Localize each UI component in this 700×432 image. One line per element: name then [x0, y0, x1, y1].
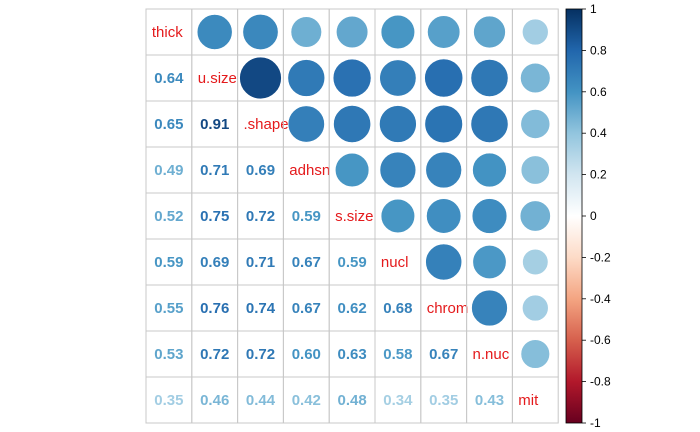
correlation-value: 0.67 — [292, 300, 321, 317]
correlation-circle — [424, 104, 463, 144]
correlation-circle — [425, 151, 462, 189]
correlation-value: 0.55 — [154, 300, 183, 317]
correlation-value: 0.58 — [383, 346, 412, 363]
correlation-value: 0.72 — [246, 208, 275, 225]
correlation-value: 0.34 — [383, 392, 413, 409]
colorbar-tick-label: 0 — [590, 209, 597, 223]
correlation-circle — [425, 243, 463, 281]
correlation-value: 0.63 — [337, 346, 366, 363]
correlation-circle — [522, 248, 549, 276]
variable-label: chrom — [427, 300, 469, 317]
colorbar-tick-label: -0.8 — [590, 375, 611, 389]
correlation-value: 0.35 — [154, 392, 183, 409]
correlation-value: 0.49 — [154, 162, 183, 179]
correlation-circle — [471, 198, 508, 234]
correlation-circle — [196, 14, 233, 50]
correlation-circle — [522, 18, 549, 46]
variable-label: u.size — [198, 70, 237, 87]
correlation-value: 0.53 — [154, 346, 183, 363]
correlation-value: 0.68 — [383, 300, 412, 317]
correlation-value: 0.74 — [246, 300, 276, 317]
correlation-circle — [471, 289, 508, 327]
correlation-circle — [520, 109, 551, 139]
correlation-circle — [520, 155, 550, 185]
correlation-circle — [426, 198, 462, 234]
correlation-value: 0.69 — [200, 254, 229, 271]
correlation-circle — [520, 62, 551, 94]
correlation-circle — [290, 16, 322, 48]
correlation-circle — [519, 200, 551, 232]
correlation-matrix: thick 0.64 u.size 0.65 0.91 .shape 0.49 0.71 0.6… — [145, 8, 559, 424]
correlation-circle — [427, 15, 461, 49]
correlation-value: 0.52 — [154, 208, 183, 225]
correlation-circle — [522, 294, 549, 322]
correlation-value: 0.35 — [429, 392, 458, 409]
colorbar-tick-label: 0.8 — [590, 43, 607, 57]
correlation-value: 0.76 — [200, 300, 229, 317]
correlation-value: 0.59 — [337, 254, 366, 271]
correlation-circle — [379, 105, 417, 143]
correlation-circle — [470, 105, 509, 143]
correlation-value: 0.75 — [200, 208, 229, 225]
correlation-value: 0.67 — [429, 346, 458, 363]
correlation-circle — [520, 339, 550, 369]
correlation-circle — [242, 14, 279, 50]
correlation-value: 0.71 — [246, 254, 275, 271]
correlation-circle — [473, 15, 506, 49]
variable-label: n.nuc — [473, 346, 510, 363]
correlation-circle — [380, 14, 416, 50]
variable-label: thick — [152, 24, 183, 41]
grid-cell — [511, 376, 559, 424]
correlation-circle — [333, 105, 371, 143]
correlation-value: 0.60 — [292, 346, 321, 363]
correlation-value: 0.44 — [246, 392, 276, 409]
colorbar-tick-label: -0.4 — [590, 292, 611, 306]
colorbar-tick-label: 0.2 — [590, 168, 607, 182]
correlation-value: 0.42 — [292, 392, 321, 409]
correlation-circle — [379, 151, 417, 189]
colorbar-tick-label: 0.6 — [590, 85, 607, 99]
variable-label: nucl — [381, 254, 409, 271]
correlation-circle — [287, 105, 325, 143]
correlation-circle — [424, 58, 464, 98]
correlation-circle — [380, 198, 416, 234]
colorbar-tick-label: -1 — [590, 416, 601, 430]
colorbar-tick-label: -0.6 — [590, 333, 611, 347]
correlation-circle — [239, 56, 282, 100]
correlation-value: 0.71 — [200, 162, 229, 179]
correlation-value: 0.72 — [200, 346, 229, 363]
variable-label: adhsn — [289, 162, 330, 179]
correlation-value: 0.65 — [154, 116, 183, 133]
correlation-value: 0.72 — [246, 346, 275, 363]
colorbar: 1 0.8 0.6 0.4 0.2 0 -0.2 -0.4 -0.6 -0.8 -1 — [565, 2, 611, 430]
correlation-value: 0.62 — [337, 300, 366, 317]
colorbar-tick-label: 0.4 — [590, 126, 607, 140]
correlation-value: 0.48 — [337, 392, 366, 409]
correlation-value: 0.46 — [200, 392, 229, 409]
correlation-value: 0.59 — [292, 208, 321, 225]
correlation-circle — [287, 59, 326, 97]
correlation-value: 0.69 — [246, 162, 275, 179]
variable-label: mit — [518, 392, 539, 409]
correlation-circle — [470, 59, 509, 97]
colorbar-gradient — [565, 8, 583, 424]
correlation-circle — [379, 59, 417, 97]
correlation-circle — [472, 245, 507, 279]
correlation-circle — [334, 152, 370, 188]
correlation-circle — [336, 15, 369, 49]
correlation-value: 0.91 — [200, 116, 229, 133]
variable-label: .shape — [244, 116, 289, 133]
correlation-value: 0.67 — [292, 254, 321, 271]
correlation-value: 0.59 — [154, 254, 183, 271]
correlation-circle — [472, 152, 507, 188]
colorbar-tick-label: 1 — [590, 2, 597, 16]
variable-label: s.size — [335, 208, 373, 225]
colorbar-tick-label: -0.2 — [590, 250, 611, 264]
correlation-circle — [332, 58, 372, 98]
correlation-value: 0.43 — [475, 392, 504, 409]
correlation-value: 0.64 — [154, 70, 184, 87]
